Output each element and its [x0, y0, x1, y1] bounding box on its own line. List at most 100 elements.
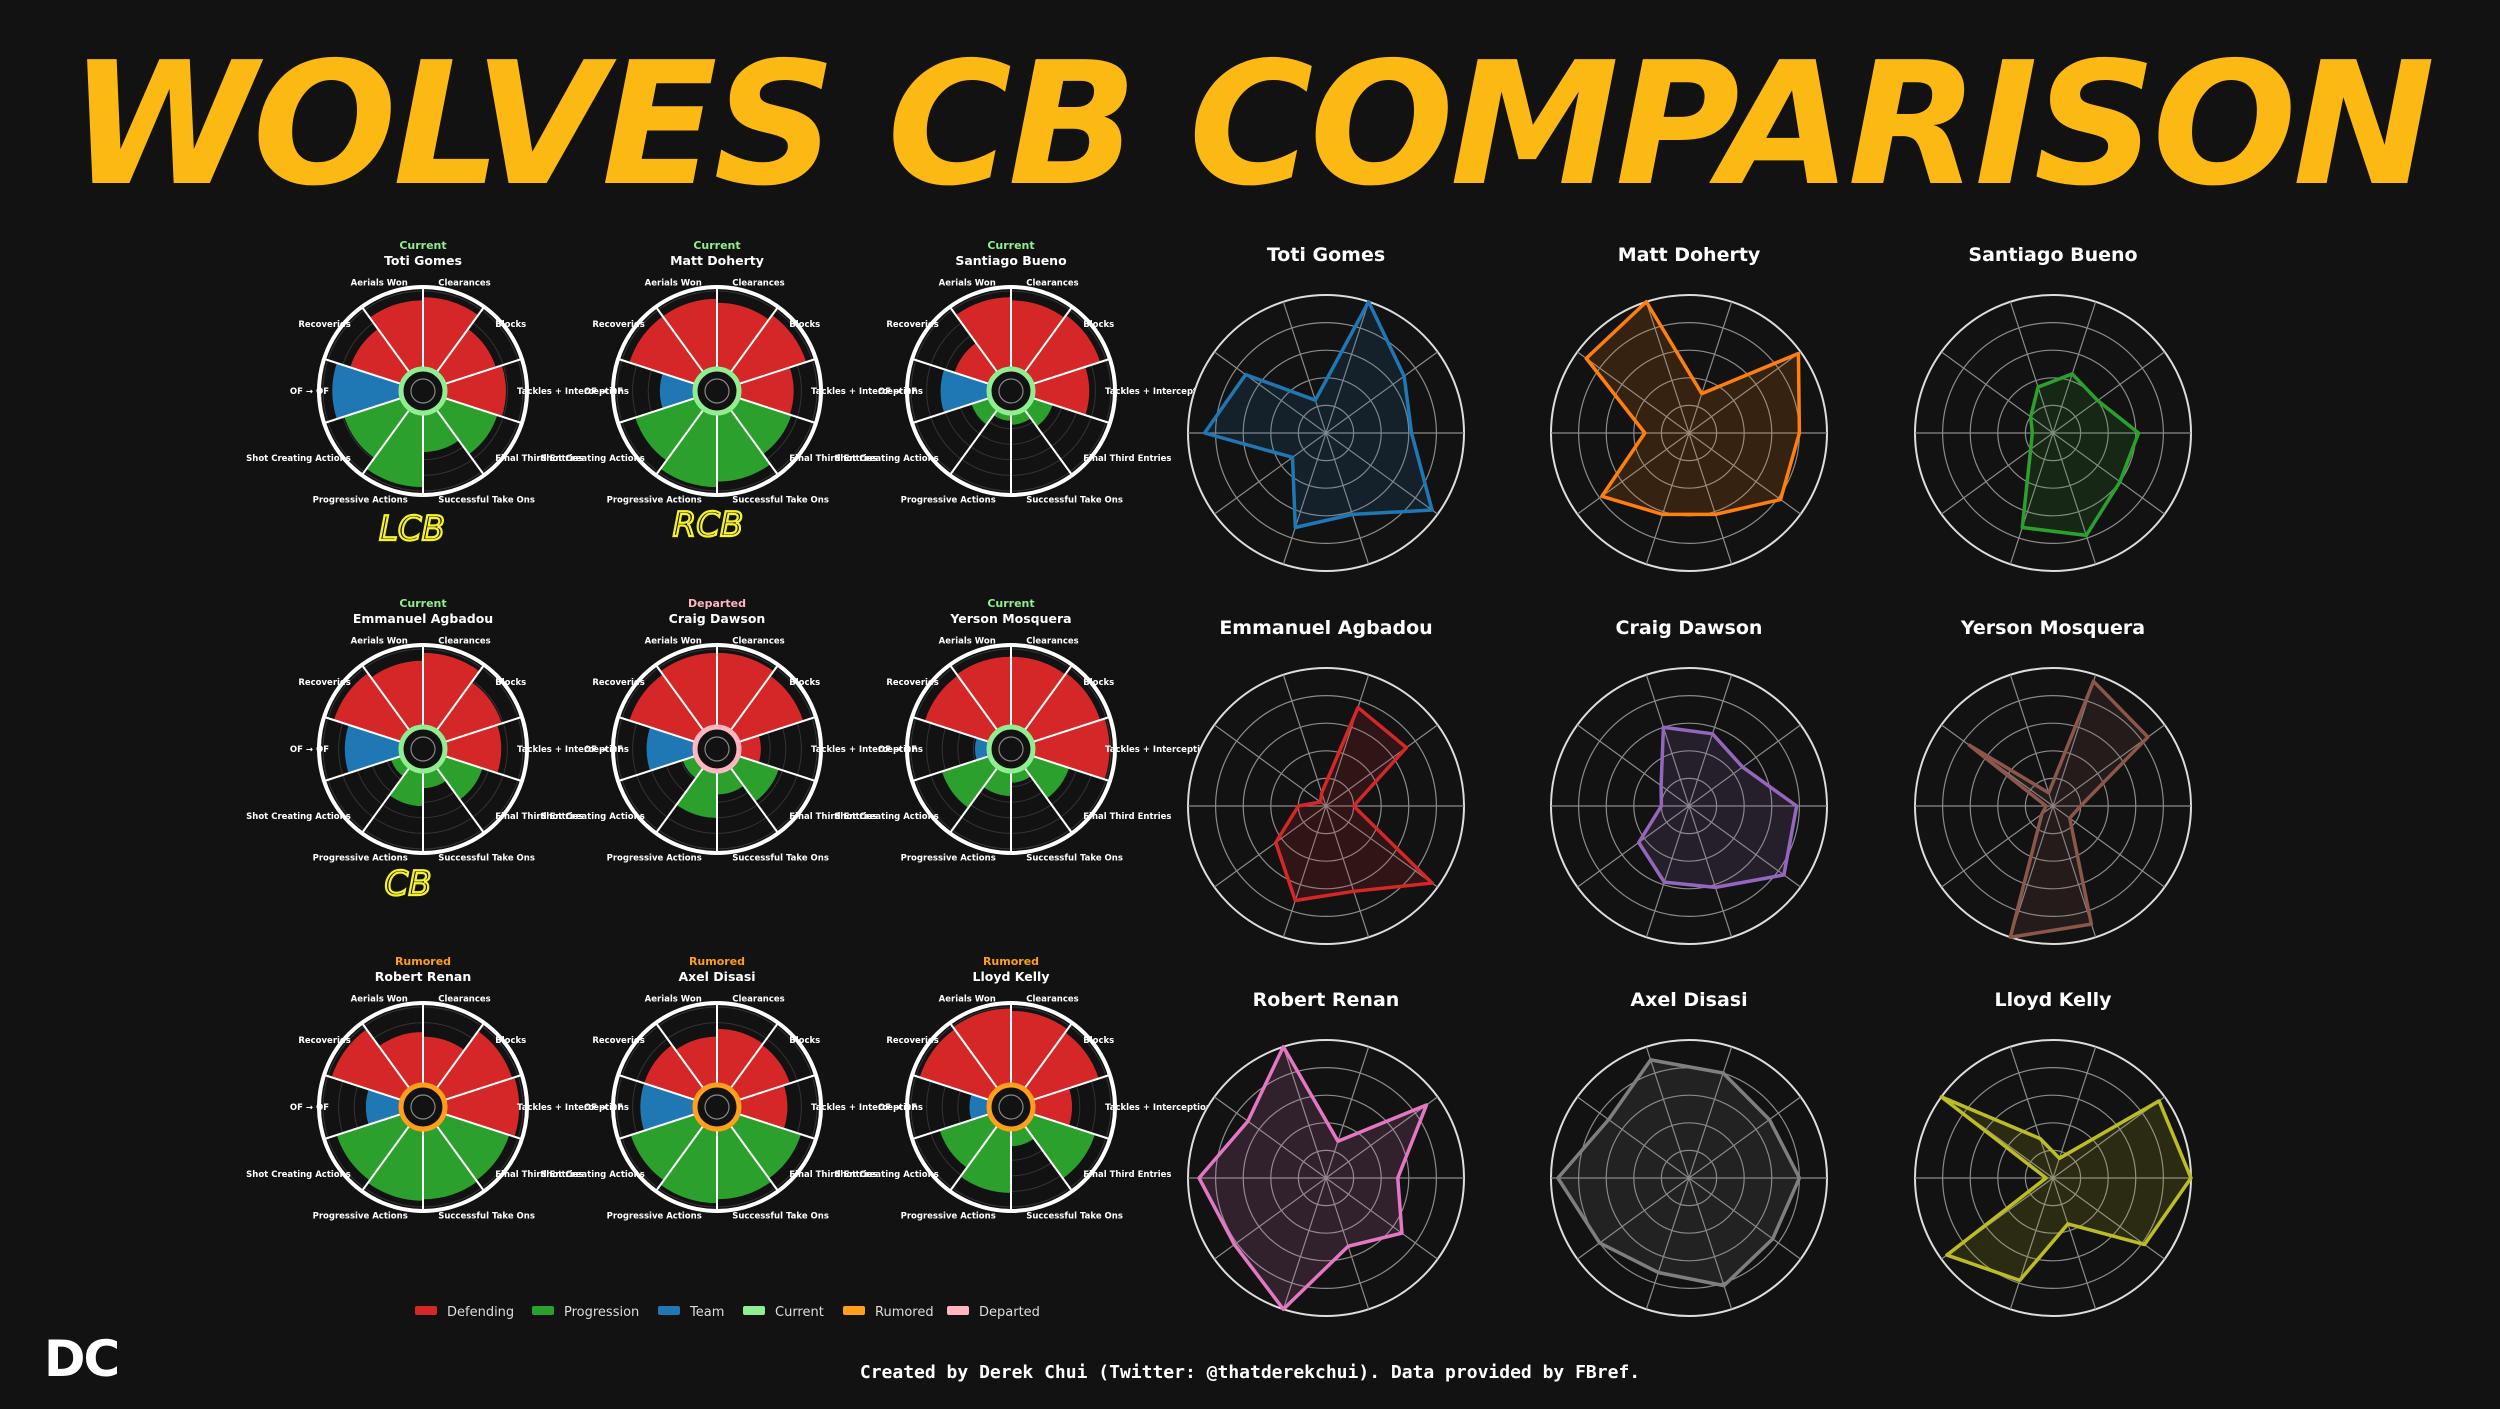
radar-spoke	[2009, 432, 2054, 565]
pizza-param-label: Successful Take Ons	[1026, 495, 1123, 505]
logo: DC	[44, 1330, 120, 1388]
pizza-param-label: Tackles + Interceptions	[811, 745, 923, 755]
page-title: WOLVES CB COMPARISON	[68, 26, 2435, 224]
pizza-status: Current	[399, 597, 446, 610]
pizza-slice-final-third-entries	[435, 755, 483, 800]
radar-spoke	[1688, 351, 1801, 434]
radar-spoke	[1282, 1177, 1327, 1310]
pizza-center-status-ring	[692, 366, 742, 416]
pizza-param-label: Clearances	[732, 995, 785, 1005]
pizza-outer-ring	[905, 285, 1117, 497]
radar-series-axel-disasi	[1556, 1058, 1802, 1288]
pizza-param-label: Progressive Actions	[607, 495, 702, 505]
radar-spoke	[1645, 805, 1690, 938]
radar-series-craig-dawson	[1637, 725, 1799, 890]
pizza-center-status-ring	[692, 724, 742, 774]
pizza-param-label: Final Third Entries	[1083, 454, 1171, 464]
pizza-divider	[911, 754, 991, 783]
legend-label: Defending	[447, 1305, 514, 1320]
pizza-param-label: Progressive Actions	[607, 1211, 702, 1221]
radar-spoke	[1325, 301, 1370, 434]
pizza-slice-recoveries	[644, 1045, 705, 1101]
pizza-player-name: Lloyd Kelly	[973, 969, 1050, 984]
radar-spoke	[1325, 432, 1370, 565]
annotation-rcb: RCB	[673, 505, 744, 545]
pizza-slice-blocks	[435, 681, 502, 743]
pizza-divider	[435, 664, 485, 732]
radar-spoke	[1214, 805, 1327, 888]
footer-credit: Created by Derek Chui (Twitter: @thatder…	[859, 1362, 1641, 1383]
radar-spoke	[1688, 1177, 1801, 1260]
pizza-status: Departed	[688, 597, 746, 610]
radar-spoke	[1325, 351, 1438, 434]
annotation-lcb: LCB	[379, 509, 445, 549]
pizza-outer-ring	[317, 1001, 529, 1213]
pizza-slice-aerials-won	[378, 1031, 423, 1090]
pizza-center-inner-ring	[704, 1094, 730, 1120]
pizza-divider	[737, 396, 817, 425]
pizza-center-inner-ring	[704, 736, 730, 762]
radar-spoke	[2009, 1177, 2054, 1310]
pizza-divider	[737, 1073, 817, 1102]
pizza-player-name: Matt Doherty	[670, 253, 764, 268]
pizza-slice-clearances	[717, 1028, 763, 1090]
pizza-slice-of-of	[344, 724, 403, 774]
radar-spoke	[1282, 805, 1327, 938]
pizza-slice-shot-creating-actions	[630, 1113, 705, 1181]
pizza-slice-tackles-interceptions	[443, 365, 506, 417]
radar-player-name: Emmanuel Agbadou	[1219, 617, 1432, 639]
pizza-divider	[323, 715, 403, 744]
radar-spoke	[1214, 432, 1327, 515]
pizza-divider	[737, 754, 817, 783]
pizza-slice-clearances	[717, 652, 774, 732]
pizza-slice-clearances	[423, 652, 480, 732]
pizza-param-label: OF → OF	[584, 1103, 623, 1113]
pizza-param-label: Recoveries	[592, 1036, 644, 1046]
pizza-status: Current	[987, 597, 1034, 610]
pizza-slice-successful-take-ons	[423, 408, 459, 452]
pizza-param-label: Blocks	[1083, 320, 1114, 330]
pizza-outer-ring	[611, 1001, 823, 1213]
pizza-center-status-ring	[986, 1082, 1036, 1132]
pizza-divider	[443, 357, 523, 386]
pizza-divider	[1023, 306, 1073, 374]
pizza-divider	[911, 396, 991, 425]
pizza-slice-blocks	[729, 675, 804, 743]
radar-spoke	[1688, 1046, 1733, 1179]
pizza-slice-progressive-actions	[676, 766, 717, 818]
handwritten-annotations: LCB RCB CB	[378, 504, 745, 905]
radar-spoke	[2052, 432, 2097, 565]
radar-spoke	[1941, 432, 2054, 515]
pizza-divider	[361, 664, 411, 732]
pizza-divider	[435, 306, 485, 374]
pizza-divider	[323, 1112, 403, 1141]
radar-spoke	[1577, 1177, 1690, 1260]
pizza-divider	[1023, 664, 1073, 732]
pizza-param-label: Recoveries	[298, 1036, 350, 1046]
pizza-param-label: Progressive Actions	[901, 853, 996, 863]
pizza-status: Rumored	[689, 955, 745, 968]
legend: Defending Progression Team Current Rumored De…	[415, 1305, 1040, 1320]
pizza-outer-ring	[317, 643, 529, 855]
pizza-param-label: Recoveries	[298, 678, 350, 688]
radar-spoke	[1325, 805, 1438, 888]
pizza-divider	[1031, 396, 1111, 425]
pizza-center-status-ring	[986, 724, 1036, 774]
radar-series-toti-gomes	[1202, 300, 1434, 530]
pizza-center-status-ring	[398, 724, 448, 774]
pizza-param-label: Clearances	[1026, 995, 1079, 1005]
radar-spoke	[1688, 724, 1801, 807]
pizza-divider	[949, 1022, 999, 1090]
pizza-divider	[655, 1124, 705, 1192]
pizza-divider	[361, 408, 411, 476]
pizza-divider	[617, 357, 697, 386]
radar-chart-axel-disasi: Axel Disasi	[1550, 989, 1828, 1317]
pizza-slice-aerials-won	[956, 656, 1011, 732]
pizza-slice-of-of	[969, 1094, 991, 1120]
radar-spoke	[1282, 1046, 1327, 1179]
radar-spoke	[2052, 301, 2097, 434]
pizza-param-label: Shot Creating Actions	[834, 1170, 939, 1180]
